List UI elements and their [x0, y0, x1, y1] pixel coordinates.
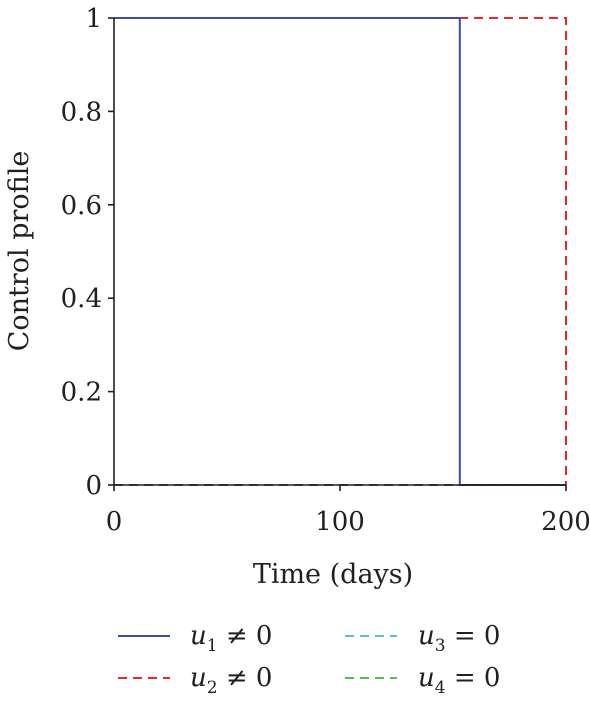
x-tick-label: 0 [106, 507, 123, 537]
x-tick-label: 100 [315, 507, 365, 537]
legend-label: u2 ≠ 0 [190, 663, 272, 698]
series-line-u1 [114, 17, 566, 486]
y-tick-label: 0.2 [61, 378, 102, 408]
series-line-u2 [114, 17, 567, 485]
legend-label: u1 ≠ 0 [190, 621, 272, 656]
y-tick-label: 0 [85, 471, 102, 501]
y-axis-label: Control profile [4, 151, 35, 352]
legend-label: u3 = 0 [418, 621, 500, 656]
y-tick-label: 0.6 [61, 191, 102, 221]
legend-item-u3: u3 = 0 [345, 621, 500, 656]
data-layer [114, 17, 567, 486]
y-tick-label: 1 [85, 4, 102, 34]
x-axis-label: Time (days) [253, 559, 413, 590]
plot-frame [113, 18, 566, 486]
legend-item-u4: u4 = 0 [345, 663, 500, 698]
legend: u1 ≠ 0 u2 ≠ 0 u3 = 0 u4 = 0 [118, 621, 500, 698]
x-tick-label: 200 [541, 507, 590, 537]
legend-item-u2: u2 ≠ 0 [118, 663, 272, 698]
axis-ticks: 0 100 200 0 0.2 0.4 0.6 0.8 1 [61, 4, 590, 537]
legend-item-u1: u1 ≠ 0 [118, 621, 272, 656]
y-tick-label: 0.4 [61, 284, 102, 314]
legend-label: u4 = 0 [418, 663, 500, 698]
y-tick-label: 0.8 [61, 97, 102, 127]
